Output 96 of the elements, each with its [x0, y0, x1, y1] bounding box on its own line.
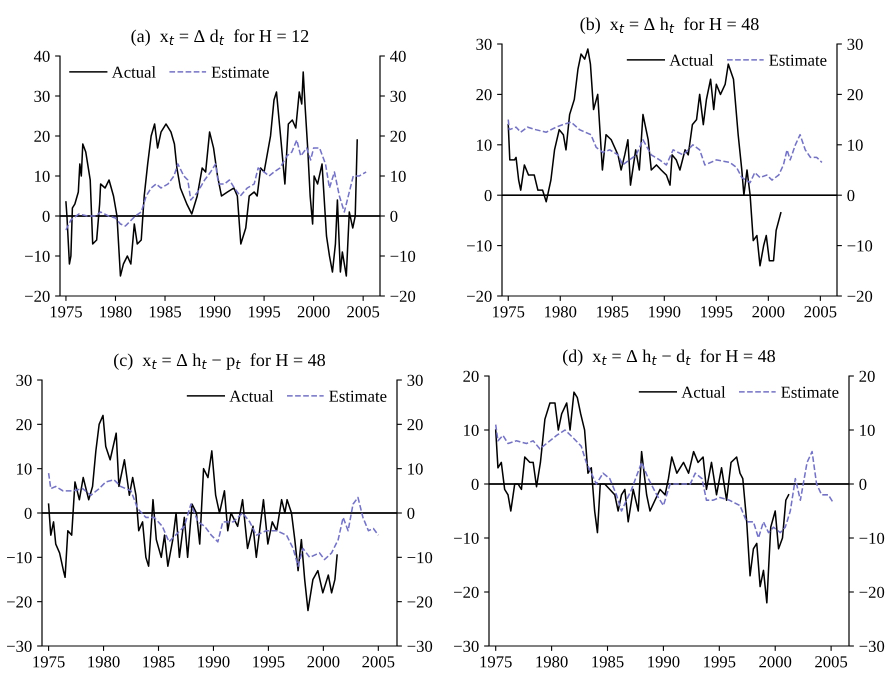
- y-tick-label: −20: [7, 596, 32, 608]
- x-tick-label: 1990: [649, 306, 680, 318]
- y2-tick-label: −20: [860, 586, 884, 598]
- legend-label: Actual: [229, 390, 274, 402]
- x-tick-label: 1975: [480, 656, 512, 668]
- x-tick-label: 2005: [347, 306, 380, 318]
- chart-title: (b) x$_{t}$ = Δ h$_{t}$ for H = 48: [580, 17, 759, 34]
- y2-tick-label: −10: [848, 240, 872, 252]
- y2-tick-label: 10: [848, 140, 863, 151]
- x-tick-label: 1975: [33, 656, 65, 668]
- y2-tick-label: −10: [390, 250, 416, 262]
- y2-tick-label: 20: [407, 419, 423, 430]
- legend-label: Actual: [112, 66, 156, 78]
- chart-title: (c) x$_{t}$ = Δ h$_{t}$ − p$_{t}$ for H = 48: [114, 353, 326, 370]
- x-tick-label: 1980: [536, 656, 568, 668]
- x-tick-label: 1985: [592, 656, 624, 668]
- y-tick-label: 20: [476, 89, 492, 100]
- x-tick-label: 2005: [815, 656, 848, 668]
- y-tick-label: 0: [472, 478, 479, 490]
- y-tick-label: −10: [25, 250, 50, 262]
- y-tick-label: 10: [35, 170, 50, 182]
- y2-tick-label: 0: [859, 478, 866, 490]
- y-tick-label: 10: [477, 140, 492, 151]
- x-tick-label: 1995: [248, 306, 280, 318]
- x-tick-label: 1985: [143, 656, 175, 668]
- y2-tick-label: −20: [408, 596, 432, 608]
- x-tick-label: 1980: [88, 656, 120, 668]
- x-tick-label: 2000: [307, 656, 340, 668]
- chart-title: (d) x$_{t}$ = Δ h$_{t}$ − d$_{t}$ for H = 48: [562, 349, 775, 366]
- y-tick-label: 20: [34, 130, 50, 142]
- y2-tick-label: 0: [847, 190, 854, 202]
- y-tick-label: 0: [484, 190, 492, 202]
- x-tick-label: 1975: [50, 306, 82, 318]
- y2-tick-label: 0: [390, 210, 398, 222]
- x-tick-label: 1985: [150, 306, 182, 318]
- y-tick-label: 0: [24, 508, 32, 519]
- y2-tick-label: 10: [408, 463, 423, 475]
- x-tick-label: 1985: [597, 306, 628, 318]
- y-tick-label: −10: [467, 240, 492, 252]
- y-tick-label: −20: [25, 290, 50, 302]
- y-tick-label: 30: [16, 374, 32, 386]
- y2-tick-label: 30: [408, 374, 423, 386]
- x-tick-label: 2000: [759, 656, 792, 668]
- y2-tick-label: −30: [408, 640, 432, 652]
- y-tick-label: −30: [454, 640, 479, 652]
- x-tick-label: 2000: [752, 306, 784, 318]
- y2-tick-label: 20: [390, 130, 406, 142]
- x-tick-label: 2005: [362, 656, 394, 668]
- x-tick-label: 1995: [704, 656, 736, 668]
- y-tick-label: 0: [42, 210, 50, 222]
- y-tick-label: −20: [454, 586, 479, 598]
- y-tick-label: 30: [34, 90, 50, 102]
- x-tick-label: 2005: [804, 306, 836, 318]
- chart-title: (a) x$_{t}$ = Δ d$_{t}$ for H = 12: [131, 29, 308, 46]
- legend-label: Actual: [681, 386, 726, 398]
- y2-tick-label: −20: [848, 290, 872, 302]
- x-tick-label: 1975: [493, 306, 524, 318]
- y2-tick-label: 20: [847, 89, 863, 100]
- x-tick-label: 2000: [298, 306, 330, 318]
- y-tick-label: 30: [476, 38, 492, 50]
- x-tick-label: 1990: [199, 306, 231, 318]
- y2-tick-label: −10: [860, 532, 884, 544]
- x-tick-label: 1980: [545, 306, 576, 318]
- y2-tick-label: 10: [391, 170, 406, 182]
- y2-tick-label: −10: [408, 552, 432, 564]
- legend-label: Actual: [669, 54, 714, 66]
- line-series: [48, 472, 380, 567]
- legend-label: Estimate: [212, 66, 269, 78]
- y-tick-label: 20: [16, 419, 32, 430]
- y-tick-label: 20: [463, 370, 479, 382]
- y2-tick-label: 30: [390, 90, 406, 102]
- legend-label: Estimate: [769, 54, 826, 66]
- y2-tick-label: 20: [859, 370, 875, 382]
- y2-tick-label: 10: [860, 424, 875, 436]
- y-tick-label: 40: [34, 50, 50, 62]
- x-tick-label: 1995: [253, 656, 284, 668]
- legend-label: Estimate: [329, 390, 386, 402]
- y2-tick-label: −20: [390, 290, 416, 302]
- y-tick-label: −20: [467, 290, 492, 302]
- x-tick-label: 1995: [701, 306, 732, 318]
- y-tick-label: 10: [17, 463, 32, 475]
- y2-tick-label: 0: [407, 508, 414, 519]
- x-tick-label: 1990: [648, 656, 680, 668]
- x-tick-label: 1980: [100, 306, 132, 318]
- y2-tick-label: 30: [848, 38, 863, 50]
- y-tick-label: −30: [7, 640, 32, 652]
- y-tick-label: −10: [7, 552, 32, 564]
- line-series: [494, 424, 834, 539]
- legend-label: Estimate: [781, 386, 838, 398]
- x-tick-label: 1990: [198, 656, 230, 668]
- y2-tick-label: 40: [390, 50, 406, 62]
- line-series: [65, 139, 367, 231]
- y-tick-label: −10: [454, 532, 479, 544]
- line-series: [507, 118, 823, 184]
- y-tick-label: 10: [464, 424, 479, 436]
- y2-tick-label: −30: [860, 640, 884, 652]
